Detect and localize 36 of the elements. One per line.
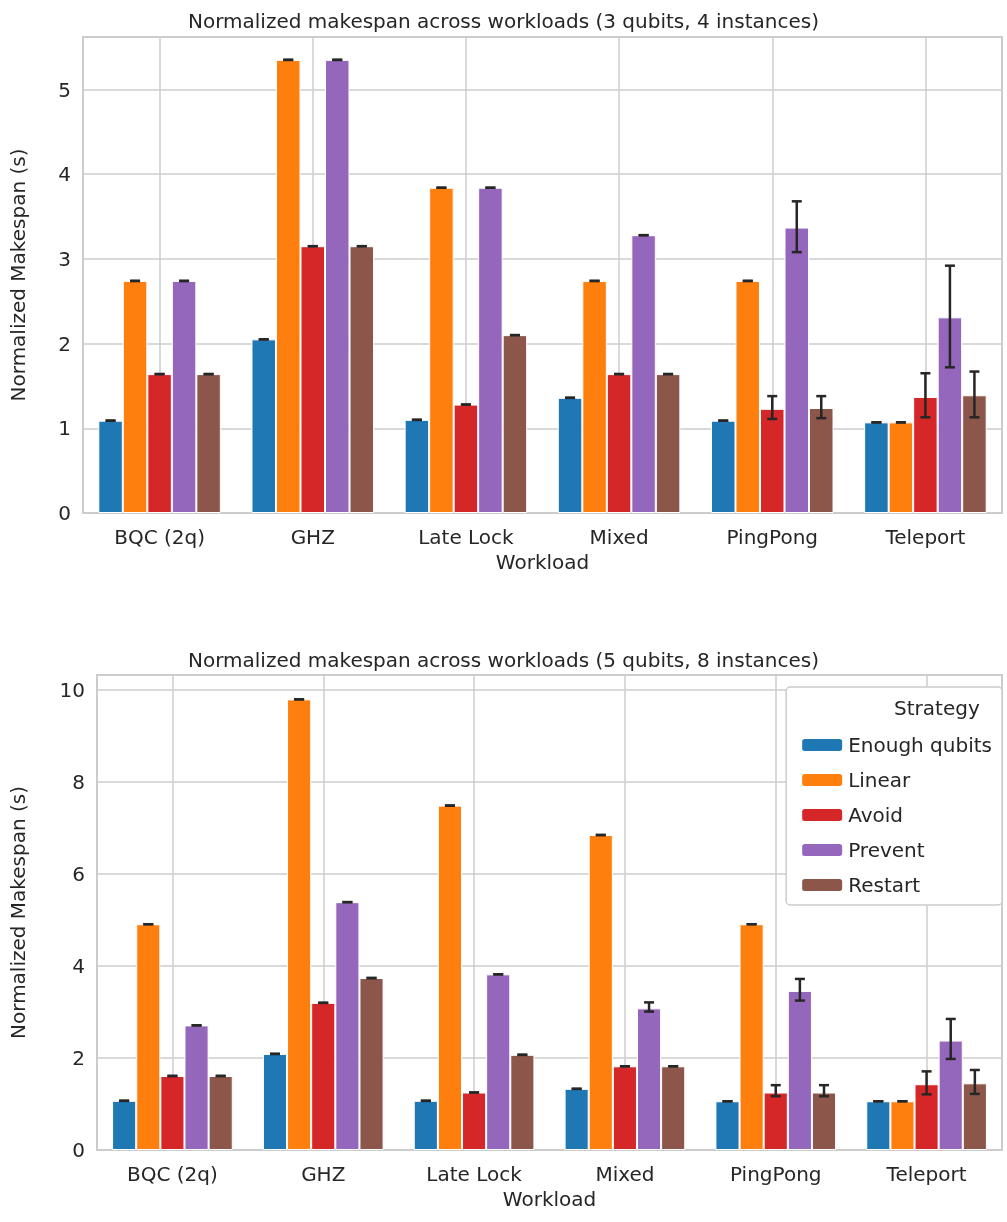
x-tick-label: BQC (2q) bbox=[127, 1162, 218, 1186]
x-axis-title: Workload bbox=[502, 1186, 597, 1211]
y-tick-label: 4 bbox=[72, 954, 85, 979]
y-tick-label: 6 bbox=[72, 862, 85, 887]
y-tick-label: 8 bbox=[72, 770, 85, 795]
y-tick-label: 1 bbox=[58, 416, 71, 441]
y-tick-label: 4 bbox=[58, 162, 71, 187]
x-tick-label: Teleport bbox=[885, 1162, 967, 1186]
x-tick-label: Late Lock bbox=[418, 525, 515, 549]
y-tick-label: 2 bbox=[58, 331, 71, 356]
legend-label: Linear bbox=[848, 768, 912, 792]
x-tick-label: Teleport bbox=[884, 525, 966, 549]
y-axis-title: Normalized Makespan (s) bbox=[6, 148, 30, 402]
x-tick-label: Mixed bbox=[595, 1162, 655, 1186]
legend-label: Enough qubits bbox=[848, 733, 993, 757]
chart-title: Normalized makespan across workloads (3 qubits, 4 instances) bbox=[188, 9, 819, 33]
y-tick-label: 0 bbox=[72, 1138, 85, 1162]
legend-label: Avoid bbox=[848, 803, 904, 827]
y-tick-label: 0 bbox=[58, 501, 71, 525]
legend-title: Strategy bbox=[894, 696, 980, 721]
x-axis-title: Workload bbox=[495, 549, 590, 574]
y-tick-label: 2 bbox=[72, 1046, 85, 1071]
legend-label: Restart bbox=[848, 873, 921, 897]
legend-label: Prevent bbox=[848, 838, 925, 862]
y-tick-label: 5 bbox=[58, 77, 71, 102]
y-tick-label: 10 bbox=[59, 678, 85, 703]
y-tick-label: 3 bbox=[58, 246, 71, 271]
x-tick-label: Mixed bbox=[589, 525, 649, 549]
x-tick-label: Late Lock bbox=[426, 1162, 523, 1186]
x-tick-label: GHZ bbox=[301, 1162, 346, 1186]
chart-title: Normalized makespan across workloads (5 qubits, 8 instances) bbox=[188, 648, 819, 672]
x-tick-label: PingPong bbox=[726, 525, 819, 549]
x-tick-label: BQC (2q) bbox=[114, 525, 205, 549]
x-tick-label: GHZ bbox=[290, 525, 335, 549]
y-axis-title: Normalized Makespan (s) bbox=[6, 786, 30, 1039]
x-tick-label: PingPong bbox=[729, 1162, 822, 1186]
